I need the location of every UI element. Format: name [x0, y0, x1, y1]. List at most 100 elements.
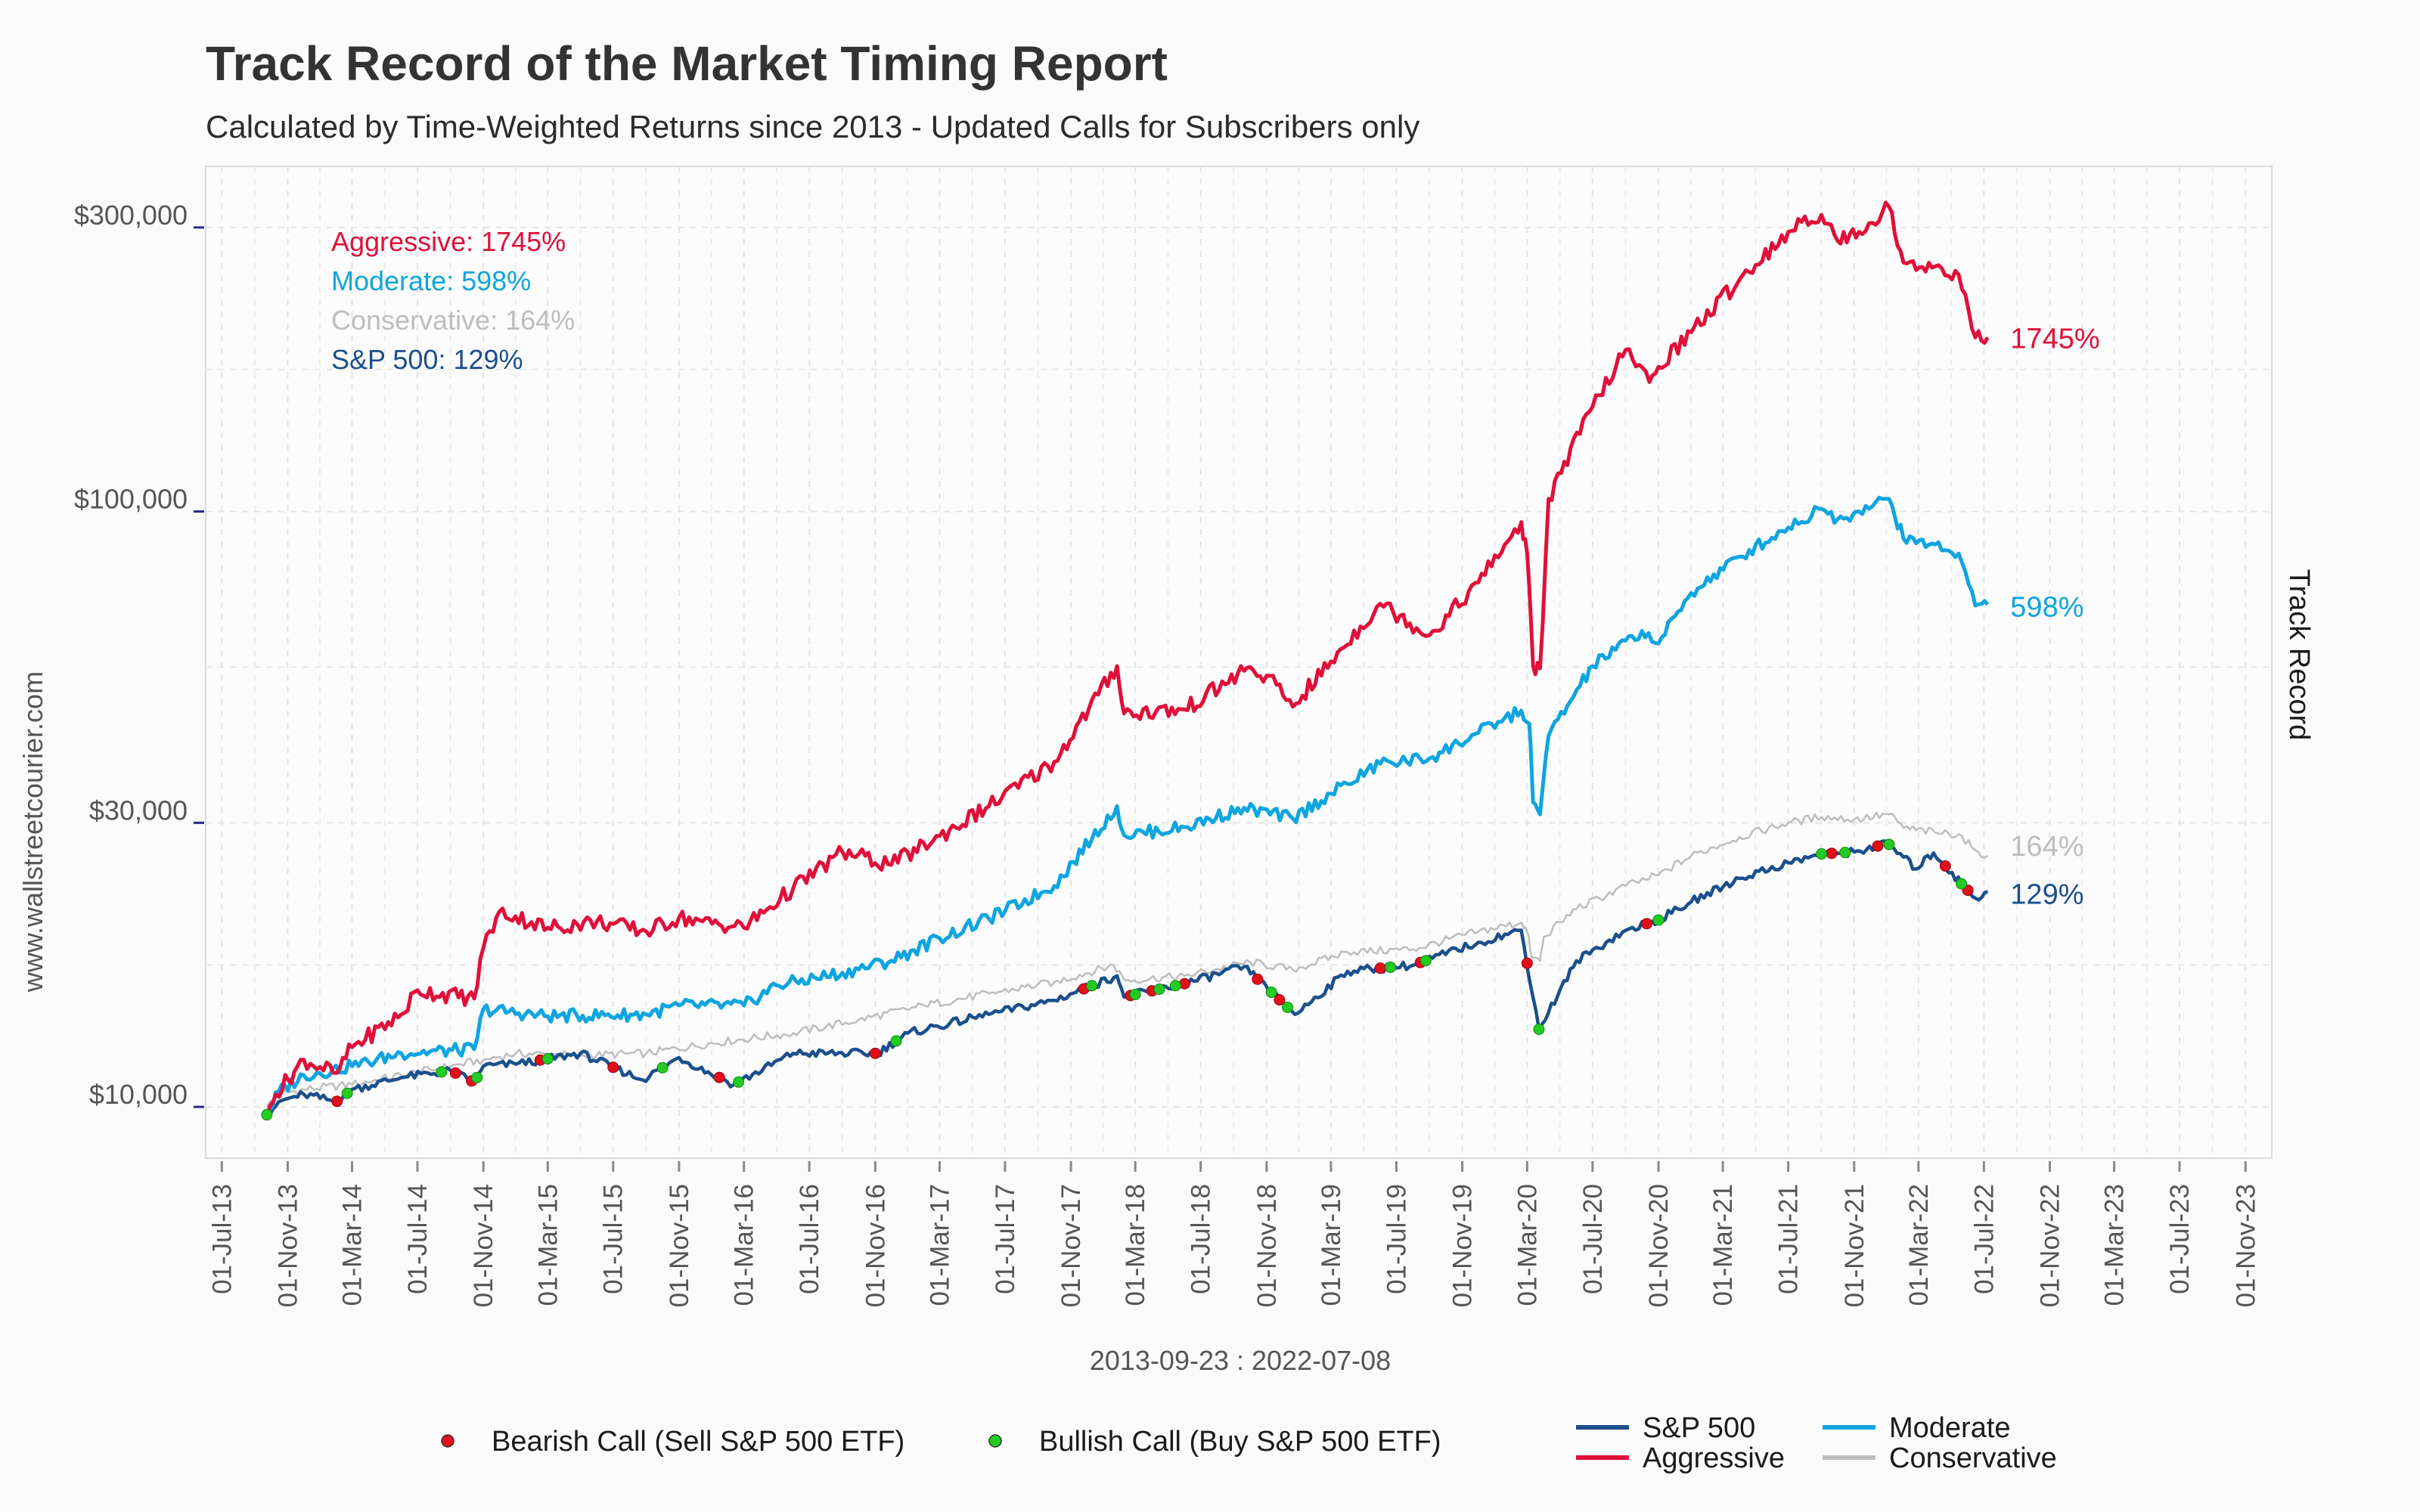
x-tick-label: 01-Jul-13	[207, 1184, 237, 1294]
bullish-call-marker	[733, 1076, 745, 1088]
bearish-call-marker	[1939, 860, 1951, 872]
call-markers	[261, 838, 1974, 1121]
bearish-call-marker	[607, 1061, 619, 1074]
x-tick-label: 01-Nov-14	[469, 1184, 498, 1307]
chart-subtitle: Calculated by Time-Weighted Returns sinc…	[206, 109, 1419, 144]
x-tick-label: 01-Jul-18	[1187, 1184, 1216, 1294]
bullish-call-marker	[656, 1061, 669, 1074]
bearish-call-marker	[713, 1071, 725, 1083]
x-axis-title: 2013-09-23 : 2022-07-08	[1090, 1345, 1391, 1376]
series-end-label: 1745%	[2010, 323, 2099, 355]
bearish-call-marker	[1640, 918, 1652, 930]
x-tick-label: 01-Jul-14	[403, 1184, 433, 1294]
x-tick-label: 01-Jul-20	[1578, 1184, 1608, 1294]
x-axis: 01-Jul-13 01-Nov-13 01-Mar-14 01-Jul-14 01-N…	[207, 1161, 2260, 1307]
bearish-call-marker	[1521, 957, 1533, 969]
bullish-call-marker	[1419, 955, 1432, 967]
x-tick-label: 01-Nov-16	[861, 1184, 890, 1307]
return-annotations: Aggressive: 1745% Moderate: 598% Conservat…	[331, 226, 575, 375]
y-tick-label: $100,000	[74, 484, 188, 515]
legend: Bearish Call (Sell S&P 500 ETF) Bullish C…	[441, 1412, 2057, 1474]
bullish-call-marker	[1153, 983, 1165, 995]
bullish-call-marker	[1883, 838, 1895, 850]
x-tick-label: 01-Mar-19	[1317, 1184, 1346, 1306]
x-tick-label: 01-Nov-20	[1644, 1184, 1674, 1307]
bullish-call-marker	[341, 1087, 353, 1099]
y-axis-title-right: Track Record	[2283, 569, 2315, 741]
bullish-call-marker	[1652, 914, 1665, 926]
legend-label: Bullish Call (Buy S&P 500 ETF)	[1039, 1426, 1441, 1458]
x-tick-label: 01-Mar-18	[1121, 1184, 1150, 1306]
x-tick-label: 01-Mar-20	[1512, 1184, 1542, 1306]
legend-label: Aggressive	[1643, 1442, 1785, 1474]
x-tick-label: 01-Mar-23	[2100, 1184, 2130, 1306]
bullish-call-marker	[471, 1071, 483, 1083]
x-tick-label: 01-Mar-17	[925, 1184, 954, 1306]
series-line-moderate	[265, 495, 1990, 1116]
grid-lines	[206, 166, 2272, 1158]
bearish-call-marker	[331, 1095, 343, 1108]
legend-label: S&P 500	[1643, 1412, 1755, 1444]
x-tick-label: 01-Mar-16	[730, 1184, 759, 1306]
x-tick-label: 01-Mar-14	[338, 1184, 368, 1306]
annotation-text: Moderate: 598%	[331, 265, 531, 296]
series-end-label: 598%	[2010, 592, 2083, 624]
bullish-call-marker	[541, 1053, 554, 1065]
x-tick-label: 01-Nov-18	[1252, 1184, 1282, 1307]
series-end-label: 129%	[2010, 878, 2083, 910]
y-axis: $10,000 $30,000 $100,000 $300,000	[74, 200, 204, 1110]
x-tick-label: 01-Nov-23	[2231, 1184, 2260, 1307]
y-tick-label: $300,000	[74, 200, 188, 231]
bullish-call-marker	[1816, 848, 1828, 860]
x-tick-label: 01-Jul-17	[991, 1184, 1020, 1294]
legend-label: Moderate	[1889, 1412, 2011, 1444]
annotation-text: S&P 500: 129%	[331, 344, 523, 375]
x-tick-label: 01-Jul-15	[599, 1184, 628, 1294]
bullish-call-marker	[890, 1035, 902, 1047]
x-tick-label: 01-Nov-13	[273, 1184, 302, 1307]
plot-panel	[205, 166, 2273, 1159]
x-tick-label: 01-Jul-21	[1774, 1184, 1804, 1294]
bullish-call-marker	[1129, 988, 1141, 1000]
legend-label: Bearish Call (Sell S&P 500 ETF)	[492, 1426, 904, 1458]
y-tick-label: $30,000	[89, 795, 188, 826]
annotation-text: Conservative: 164%	[331, 305, 575, 336]
bearish-call-marker	[869, 1047, 881, 1059]
bearish-call-marker	[1826, 847, 1838, 860]
y-axis-title-left: www.wallstreetcourier.com	[17, 671, 48, 993]
x-tick-label: 01-Nov-22	[2036, 1184, 2065, 1307]
x-tick-label: 01-Nov-21	[1840, 1184, 1869, 1307]
bearish-call-marker	[1252, 973, 1264, 985]
end-labels: 164% 129% 598% 1745%	[2010, 323, 2099, 910]
bullish-call-marker	[1533, 1023, 1545, 1035]
series-line-aggressive	[265, 200, 1990, 1121]
annotation-text: Aggressive: 1745%	[331, 226, 566, 257]
bullish-call-marker	[1086, 980, 1098, 992]
legend-marker	[441, 1434, 455, 1448]
bullish-call-marker	[1839, 847, 1851, 859]
x-tick-label: 01-Nov-19	[1448, 1184, 1478, 1307]
bullish-call-marker	[436, 1066, 448, 1078]
x-tick-label: 01-Nov-15	[665, 1184, 694, 1307]
chart-title: Track Record of the Market Timing Report	[206, 36, 1168, 91]
x-tick-label: 01-Jul-19	[1382, 1184, 1411, 1294]
legend-label: Conservative	[1889, 1442, 2057, 1474]
bullish-call-marker	[1282, 1001, 1294, 1013]
x-tick-label: 01-Nov-17	[1056, 1184, 1086, 1307]
bearish-call-marker	[1872, 840, 1884, 852]
y-tick-label: $10,000	[89, 1079, 188, 1110]
x-tick-label: 01-Jul-23	[2165, 1184, 2195, 1294]
bullish-call-marker	[261, 1109, 273, 1121]
bearish-call-marker	[1178, 978, 1190, 990]
bullish-call-marker	[1956, 878, 1968, 890]
bearish-call-marker	[1274, 994, 1286, 1006]
x-tick-label: 01-Mar-21	[1708, 1184, 1738, 1306]
bullish-call-marker	[1385, 961, 1397, 973]
series-end-label: 164%	[2010, 831, 2083, 863]
bullish-call-marker	[1265, 987, 1277, 999]
x-tick-label: 01-Mar-22	[1904, 1184, 1934, 1306]
x-tick-label: 01-Mar-15	[533, 1184, 563, 1306]
bullish-call-marker	[1169, 980, 1181, 992]
x-tick-label: 01-Jul-16	[795, 1184, 824, 1294]
